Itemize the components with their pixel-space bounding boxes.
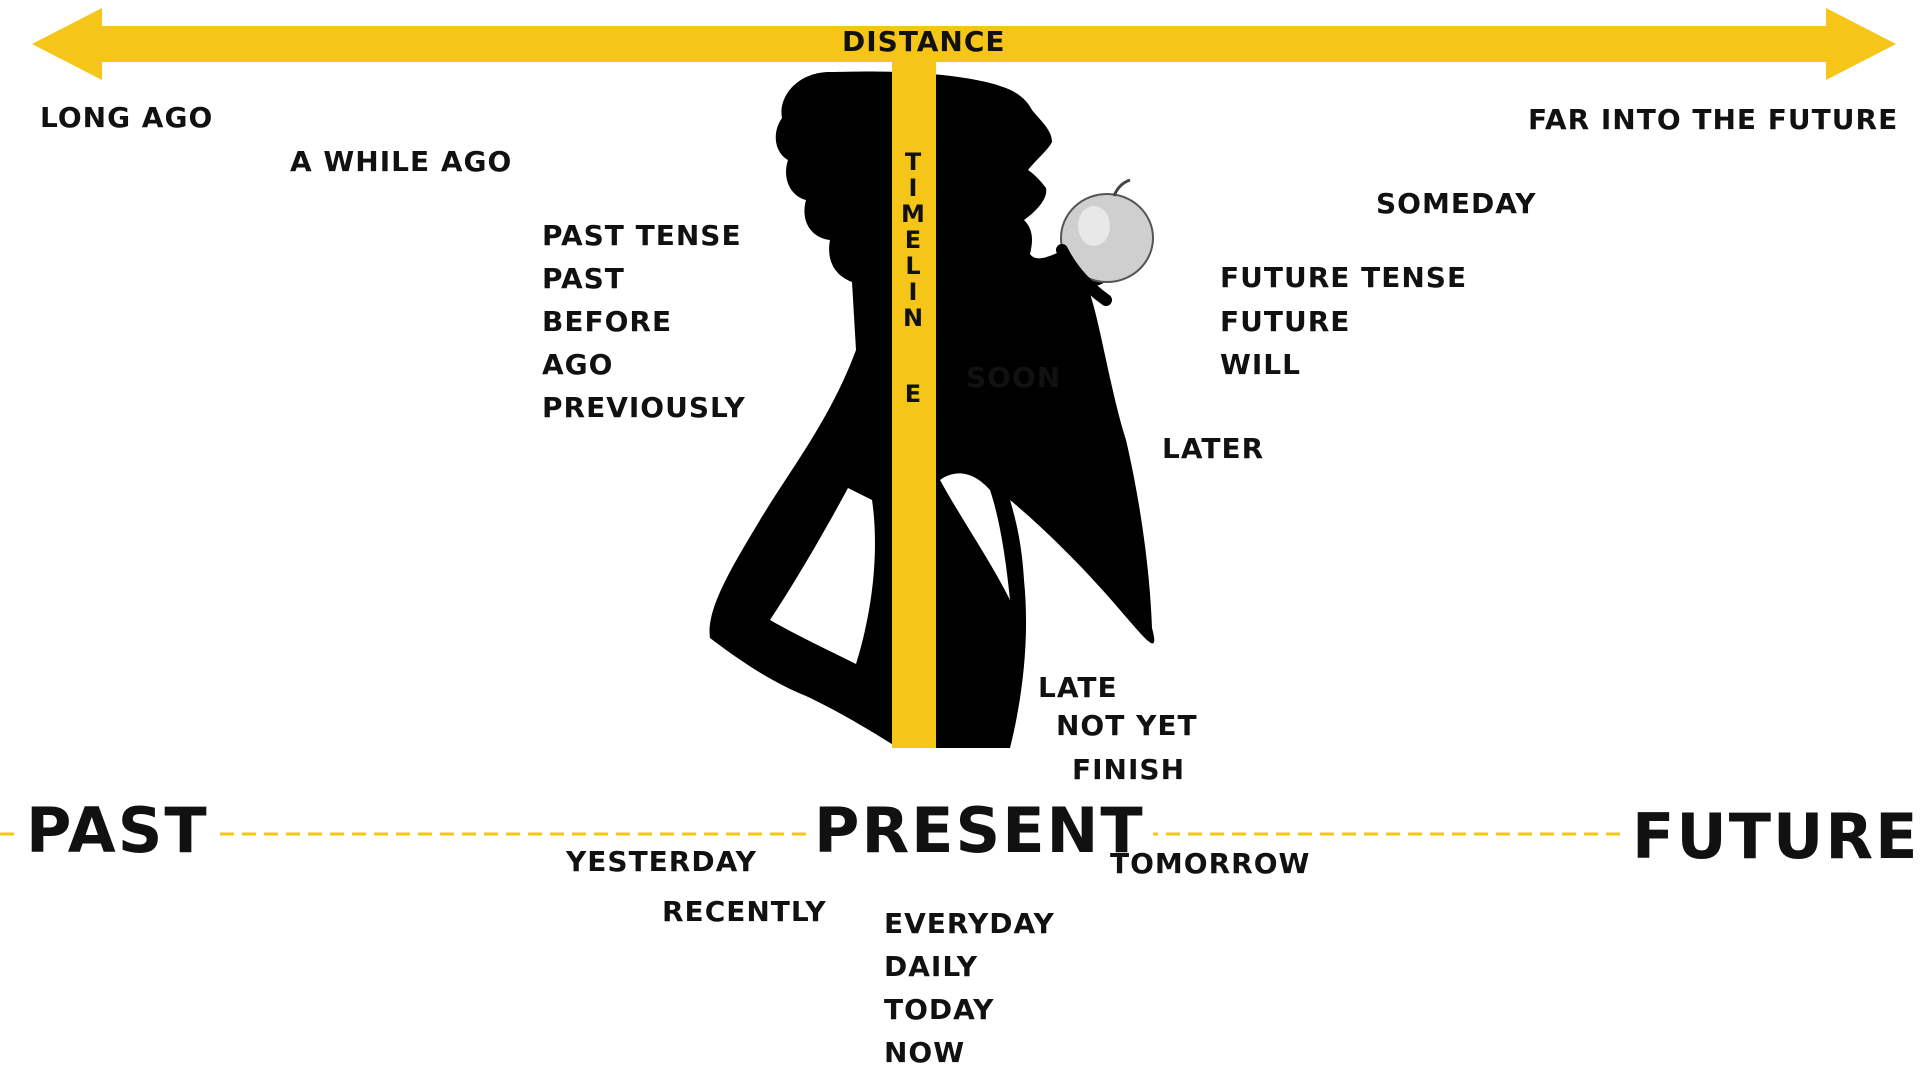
axis-label-past: PAST — [18, 800, 217, 862]
axis-label-present: PRESENT — [806, 800, 1153, 862]
word-tomorrow: TOMORROW — [1110, 847, 1311, 880]
word-past-tense: PAST TENSE — [542, 219, 742, 252]
word-will: WILL — [1220, 348, 1301, 381]
word-late: LATE — [1038, 671, 1118, 704]
word-someday: SOMEDAY — [1376, 187, 1537, 220]
distance-label: Distance — [842, 25, 1006, 58]
timeline-letter: M — [901, 200, 925, 228]
word-not-yet: NOT YET — [1056, 709, 1198, 742]
word-long-ago: LONG AGO — [40, 101, 214, 134]
word-today: TODAY — [884, 993, 995, 1026]
word-ago: AGO — [542, 348, 614, 381]
word-daily: DAILY — [884, 950, 979, 983]
word-later: LATER — [1162, 432, 1265, 465]
apple-icon — [1056, 178, 1154, 306]
word-recently: RECENTLY — [662, 895, 827, 928]
word-everyday: EVERYDAY — [884, 907, 1055, 940]
timeline-vertical-bar — [892, 60, 936, 748]
word-previously: PREVIOUSLY — [542, 391, 746, 424]
word-before: BEFORE — [542, 305, 673, 338]
timeline-letter: L — [905, 252, 921, 280]
word-future-tense: FUTURE TENSE — [1220, 261, 1468, 294]
word-past: PAST — [542, 262, 625, 295]
timeline-letter: N — [902, 304, 924, 332]
axis-label-future: FUTURE — [1624, 806, 1920, 868]
word-future: FUTURE — [1220, 305, 1351, 338]
timeline-letter: I — [908, 278, 918, 306]
word-finish: FINISH — [1072, 753, 1185, 786]
timeline-letter: E — [904, 226, 922, 254]
timeline-letter: T — [904, 148, 922, 176]
word-now: NOW — [884, 1036, 966, 1069]
word-soon: SOON — [966, 361, 1062, 394]
word-a-while-ago: A WHILE AGO — [290, 145, 513, 178]
word-far-into-the-future: FAR INTO THE FUTURE — [1528, 103, 1899, 136]
timeline-letter: E — [904, 380, 922, 408]
timeline-letter: I — [908, 174, 918, 202]
distance-arrow — [32, 8, 1896, 80]
word-yesterday: YESTERDAY — [566, 845, 757, 878]
